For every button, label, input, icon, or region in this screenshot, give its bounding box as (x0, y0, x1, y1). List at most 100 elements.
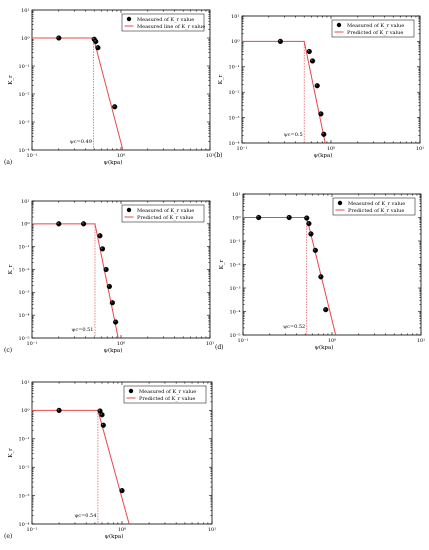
data-point-highlight (324, 308, 326, 310)
fit-line-group (32, 37, 124, 150)
data-point-highlight (305, 216, 307, 219)
x-tick-label: 10¹ (206, 153, 214, 159)
data-point (112, 104, 118, 110)
legend-box (121, 13, 205, 32)
y-tick-label: 10⁻² (18, 92, 29, 98)
series-line (32, 223, 119, 338)
data-point (81, 221, 87, 227)
x-tick-label: 10⁻¹ (26, 341, 37, 347)
legend-marker (128, 388, 134, 394)
data-point-highlight (315, 84, 318, 86)
data-point (321, 131, 327, 137)
legend-entry-measured: Measured of K_r value (137, 17, 194, 23)
y-tick-label: 10⁻⁴ (18, 148, 29, 154)
data-point (308, 231, 314, 237)
y-tick-label: 10⁻¹ (18, 437, 29, 443)
data-point (56, 35, 62, 41)
x-tick-label: 10⁻¹ (237, 338, 248, 344)
data-point (277, 38, 283, 45)
data-point (119, 487, 125, 494)
y-tick-label: 10⁻⁴ (18, 313, 29, 319)
y-tick-label: 10⁻³ (228, 115, 239, 121)
y-tick-label: 10⁻⁴ (18, 522, 29, 528)
x-tick-label: 10⁰ (328, 338, 336, 344)
data-point (318, 274, 324, 280)
data-point (97, 233, 103, 239)
data-point-highlight (57, 409, 60, 411)
y-tick-label: 10⁻⁵ (18, 336, 29, 342)
legend-marker (336, 22, 342, 28)
data-point-highlight (57, 36, 59, 38)
data-point-highlight (257, 216, 259, 218)
data-point (56, 407, 62, 414)
data-point-highlight (107, 285, 110, 287)
legend-entry-measured: Measured of K_r value (139, 389, 196, 395)
y-axis-label: K_r (8, 75, 14, 85)
data-point-highlight (319, 112, 321, 114)
data-point-highlight (82, 222, 84, 224)
cutoff-annotation: ψc=0.5 (284, 132, 303, 138)
data-point (93, 38, 99, 45)
data-point (256, 214, 262, 221)
data-point-highlight (104, 268, 107, 270)
data-point-highlight (120, 489, 123, 491)
legend-entry-line: Predicted of K_r value (348, 208, 404, 214)
x-axis-label: ψ(kpa) (104, 347, 123, 354)
fit-line-group (242, 40, 326, 143)
data-point (56, 221, 62, 227)
y-tick-label: 10¹ (232, 192, 240, 198)
legend-entry-measured: Measured of K_r value (348, 201, 405, 207)
fit-line-group (32, 409, 130, 524)
y-tick-label: 10⁻² (229, 262, 240, 268)
x-tick-label: 10⁻¹ (26, 527, 37, 533)
data-point (306, 221, 312, 227)
chart-panel-c: 10⁻¹ 10⁰ 10¹ 10⁻⁵ 10⁻⁴ 10⁻³ 10⁻² 10⁻¹ 10⁰ 10¹ ψ(kp… (4, 199, 214, 354)
y-tick-label: 10⁻⁴ (229, 309, 240, 315)
data-point-highlight (101, 247, 103, 249)
panel-label: (d) (215, 344, 224, 351)
data-point-highlight (114, 320, 116, 323)
y-tick-label: 10⁻¹ (229, 239, 240, 245)
data-point-highlight (101, 423, 104, 426)
data-point (286, 214, 292, 221)
y-tick-label: 10⁰ (21, 408, 29, 414)
legend-marker (337, 200, 343, 206)
data-point (309, 58, 316, 64)
legend-marker (126, 16, 132, 22)
chart-panel-d: 10⁻¹ 10⁰ 10¹ 10⁻⁵ 10⁻⁴ 10⁻³ 10⁻² 10⁻¹ 10⁰ 10¹ ψ(kp… (215, 192, 425, 351)
data-point (304, 215, 310, 221)
data-point (100, 422, 106, 428)
legend-box (121, 204, 205, 223)
panel-label: (a) (4, 159, 12, 166)
y-tick-label: 10¹ (21, 8, 29, 14)
series-line (32, 37, 124, 150)
plot-area-frame (31, 381, 213, 525)
cutoff-annotation: ψc=0.52 (283, 324, 305, 330)
x-axis-label: ψ(kpa) (105, 533, 124, 540)
x-tick-label: 10¹ (208, 527, 216, 533)
x-tick-label: 10¹ (416, 146, 424, 152)
x-tick-label: 10⁻¹ (26, 153, 37, 159)
data-point-highlight (96, 46, 98, 48)
y-tick-label: 10⁰ (21, 36, 29, 42)
x-tick-label: 10⁰ (117, 341, 125, 347)
y-tick-label: 10⁻³ (18, 290, 29, 296)
data-point-highlight (98, 409, 101, 412)
data-point (314, 83, 320, 89)
panel-label: (e) (4, 533, 12, 540)
data-point (103, 266, 109, 273)
y-axis-label: K_r (8, 264, 14, 274)
x-tick-label: 10¹ (417, 338, 425, 344)
y-axis-label: K_r (218, 74, 224, 84)
data-point (99, 412, 105, 418)
y-tick-label: 10⁻³ (18, 493, 29, 499)
data-point (109, 300, 115, 306)
data-point-highlight (92, 37, 95, 40)
data-point-highlight (57, 222, 59, 224)
panel-label: (c) (4, 347, 12, 354)
y-tick-label: 10⁰ (231, 39, 239, 45)
data-point (318, 111, 324, 117)
cutoff-annotation: ψc=0.49 (70, 139, 92, 145)
x-tick-label: 10⁰ (327, 146, 335, 152)
